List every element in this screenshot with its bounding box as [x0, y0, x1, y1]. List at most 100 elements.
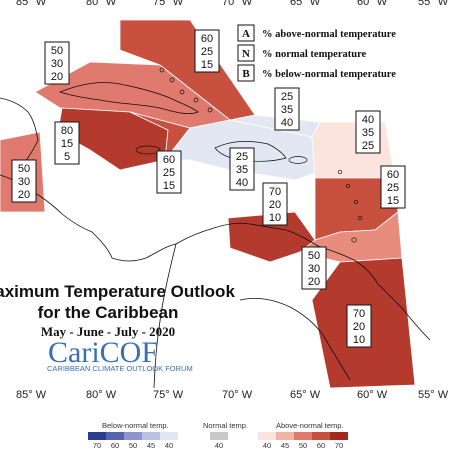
prob-box-central-america: 50 30 20 — [11, 159, 37, 203]
logo-tagline: CARIBBEAN CLIMATE OUTLOOK FORUM — [47, 364, 193, 373]
prob-normal: 25 — [163, 167, 175, 179]
windward-island-2 — [357, 215, 363, 221]
legend-tick-above-4: 70 — [335, 441, 343, 450]
prob-below: 15 — [387, 195, 399, 207]
prob-normal: 15 — [61, 138, 73, 150]
legend-tick-below-0: 70 — [93, 441, 101, 450]
lon-label-85: 85° W — [16, 0, 47, 8]
puerto-rico-island — [288, 156, 308, 164]
prob-above: 70 — [353, 308, 365, 320]
legend-tick-below-2: 50 — [129, 441, 137, 450]
prob-box-trinidad-tobago: 50 30 20 — [301, 246, 327, 290]
prob-box-frame — [380, 165, 406, 209]
lon-label-65-bottom: 65° W — [290, 389, 321, 401]
lon-label-85-bottom: 85° W — [16, 389, 47, 401]
longitude-labels: 85° W 80° W 75° W 70° W 65° W 60° W 55° … — [16, 0, 449, 401]
lon-label-60: 60° W — [357, 0, 388, 8]
prob-above: 50 — [18, 163, 30, 175]
key-letter-normal: N — [242, 48, 250, 60]
key-box-above — [237, 24, 255, 42]
prob-box-bahamas: 60 25 15 — [194, 29, 220, 73]
prob-box-frame — [301, 246, 327, 290]
legend-swatch-below-1 — [106, 432, 124, 440]
prob-above: 50 — [308, 250, 320, 262]
prob-normal: 30 — [18, 176, 30, 188]
lon-label-55-bottom: 55° W — [418, 389, 449, 401]
prob-above: 25 — [236, 151, 248, 163]
legend-swatches: 70 60 50 45 40 40 40 45 50 60 70 — [88, 432, 348, 450]
probability-boxes: 60 25 15 50 30 20 80 15 5 50 30 20 60 25… — [11, 29, 406, 348]
lon-label-55: 55° W — [418, 0, 449, 8]
prob-normal: 20 — [353, 321, 365, 333]
lon-label-75: 75° W — [153, 0, 184, 8]
prob-box-northern-south-america: 70 20 10 — [262, 182, 288, 226]
legend-tick-normal-0: 40 — [215, 441, 223, 450]
legend-tick-below-1: 60 — [111, 441, 119, 450]
legend-title-normal: Normal temp. — [203, 421, 248, 430]
prob-box-guianas: 70 20 10 — [346, 304, 372, 348]
prob-above: 25 — [281, 91, 293, 103]
logo-wordmark: CariCOF — [48, 336, 158, 369]
prob-above: 80 — [61, 125, 73, 137]
prob-box-frame — [194, 29, 220, 73]
prob-above: 60 — [387, 169, 399, 181]
yucatan-coast — [0, 97, 39, 171]
legend-tick-above-0: 40 — [263, 441, 271, 450]
prob-box-turks-caicos: 25 35 40 — [274, 87, 300, 131]
legend-title-above: Above-normal temp. — [276, 421, 344, 430]
prob-above: 60 — [163, 154, 175, 166]
legend-swatch-above-1 — [276, 432, 294, 440]
prob-below: 15 — [163, 180, 175, 192]
map-title: Maximum Temperature Outlook for the Cari… — [0, 282, 235, 339]
lon-label-75-bottom: 75° W — [153, 389, 184, 401]
leeward-island-2 — [345, 183, 351, 189]
prob-normal: 25 — [387, 182, 399, 194]
title-period: May - June - July - 2020 — [41, 324, 175, 339]
caricof-logo: CariCOF CARIBBEAN CLIMATE OUTLOOK FORUM — [47, 336, 193, 373]
prob-box-jamaica-cayman: 60 25 15 — [156, 150, 182, 194]
prob-above: 60 — [201, 33, 213, 45]
legend-tick-below-4: 40 — [165, 441, 173, 450]
prob-below: 20 — [308, 276, 320, 288]
prob-box-frame — [355, 110, 381, 154]
prob-box-western-caribbean: 80 15 5 — [54, 121, 80, 165]
lon-label-70: 70° W — [222, 0, 253, 8]
key-text-below: % below-normal temperature — [262, 69, 396, 80]
prob-below: 20 — [18, 189, 30, 201]
prob-box-hispaniola: 25 35 40 — [229, 147, 255, 191]
south-america-coast — [175, 222, 379, 285]
prob-normal: 35 — [281, 104, 293, 116]
panama-coast — [111, 243, 177, 262]
key-text-normal: % normal temperature — [262, 49, 367, 60]
prob-below: 40 — [236, 177, 248, 189]
prob-above: 70 — [269, 186, 281, 198]
legend-swatch-above-4 — [330, 432, 348, 440]
prob-below: 10 — [353, 334, 365, 346]
legend-tick-below-3: 45 — [147, 441, 155, 450]
coastlines — [0, 82, 431, 389]
legend-swatch-below-4 — [160, 432, 178, 440]
windward-island-1 — [353, 199, 359, 205]
prob-box-frame — [229, 147, 255, 191]
title-line-1: Maximum Temperature Outlook — [0, 282, 235, 301]
legend-swatch-below-0 — [88, 432, 106, 440]
legend-swatch-above-3 — [312, 432, 330, 440]
lon-label-60-bottom: 60° W — [357, 389, 388, 401]
prob-box-frame — [44, 41, 70, 85]
lon-label-65: 65° W — [290, 0, 321, 8]
prob-box-frame — [54, 121, 80, 165]
prob-normal: 30 — [51, 58, 63, 70]
river-course — [239, 298, 351, 381]
leeward-island-1 — [337, 169, 343, 175]
legend-swatch-below-3 — [142, 432, 160, 440]
legend-swatch-above-2 — [294, 432, 312, 440]
guiana-coast — [377, 283, 431, 341]
legend: Below-normal temp. Normal temp. Above-no… — [88, 421, 348, 450]
prob-box-frame — [156, 150, 182, 194]
prob-normal: 25 — [201, 46, 213, 58]
legend-title-below: Below-normal temp. — [102, 421, 169, 430]
key-box-below — [237, 64, 255, 82]
prob-box-frame — [274, 87, 300, 131]
south-america-interior — [153, 243, 177, 389]
